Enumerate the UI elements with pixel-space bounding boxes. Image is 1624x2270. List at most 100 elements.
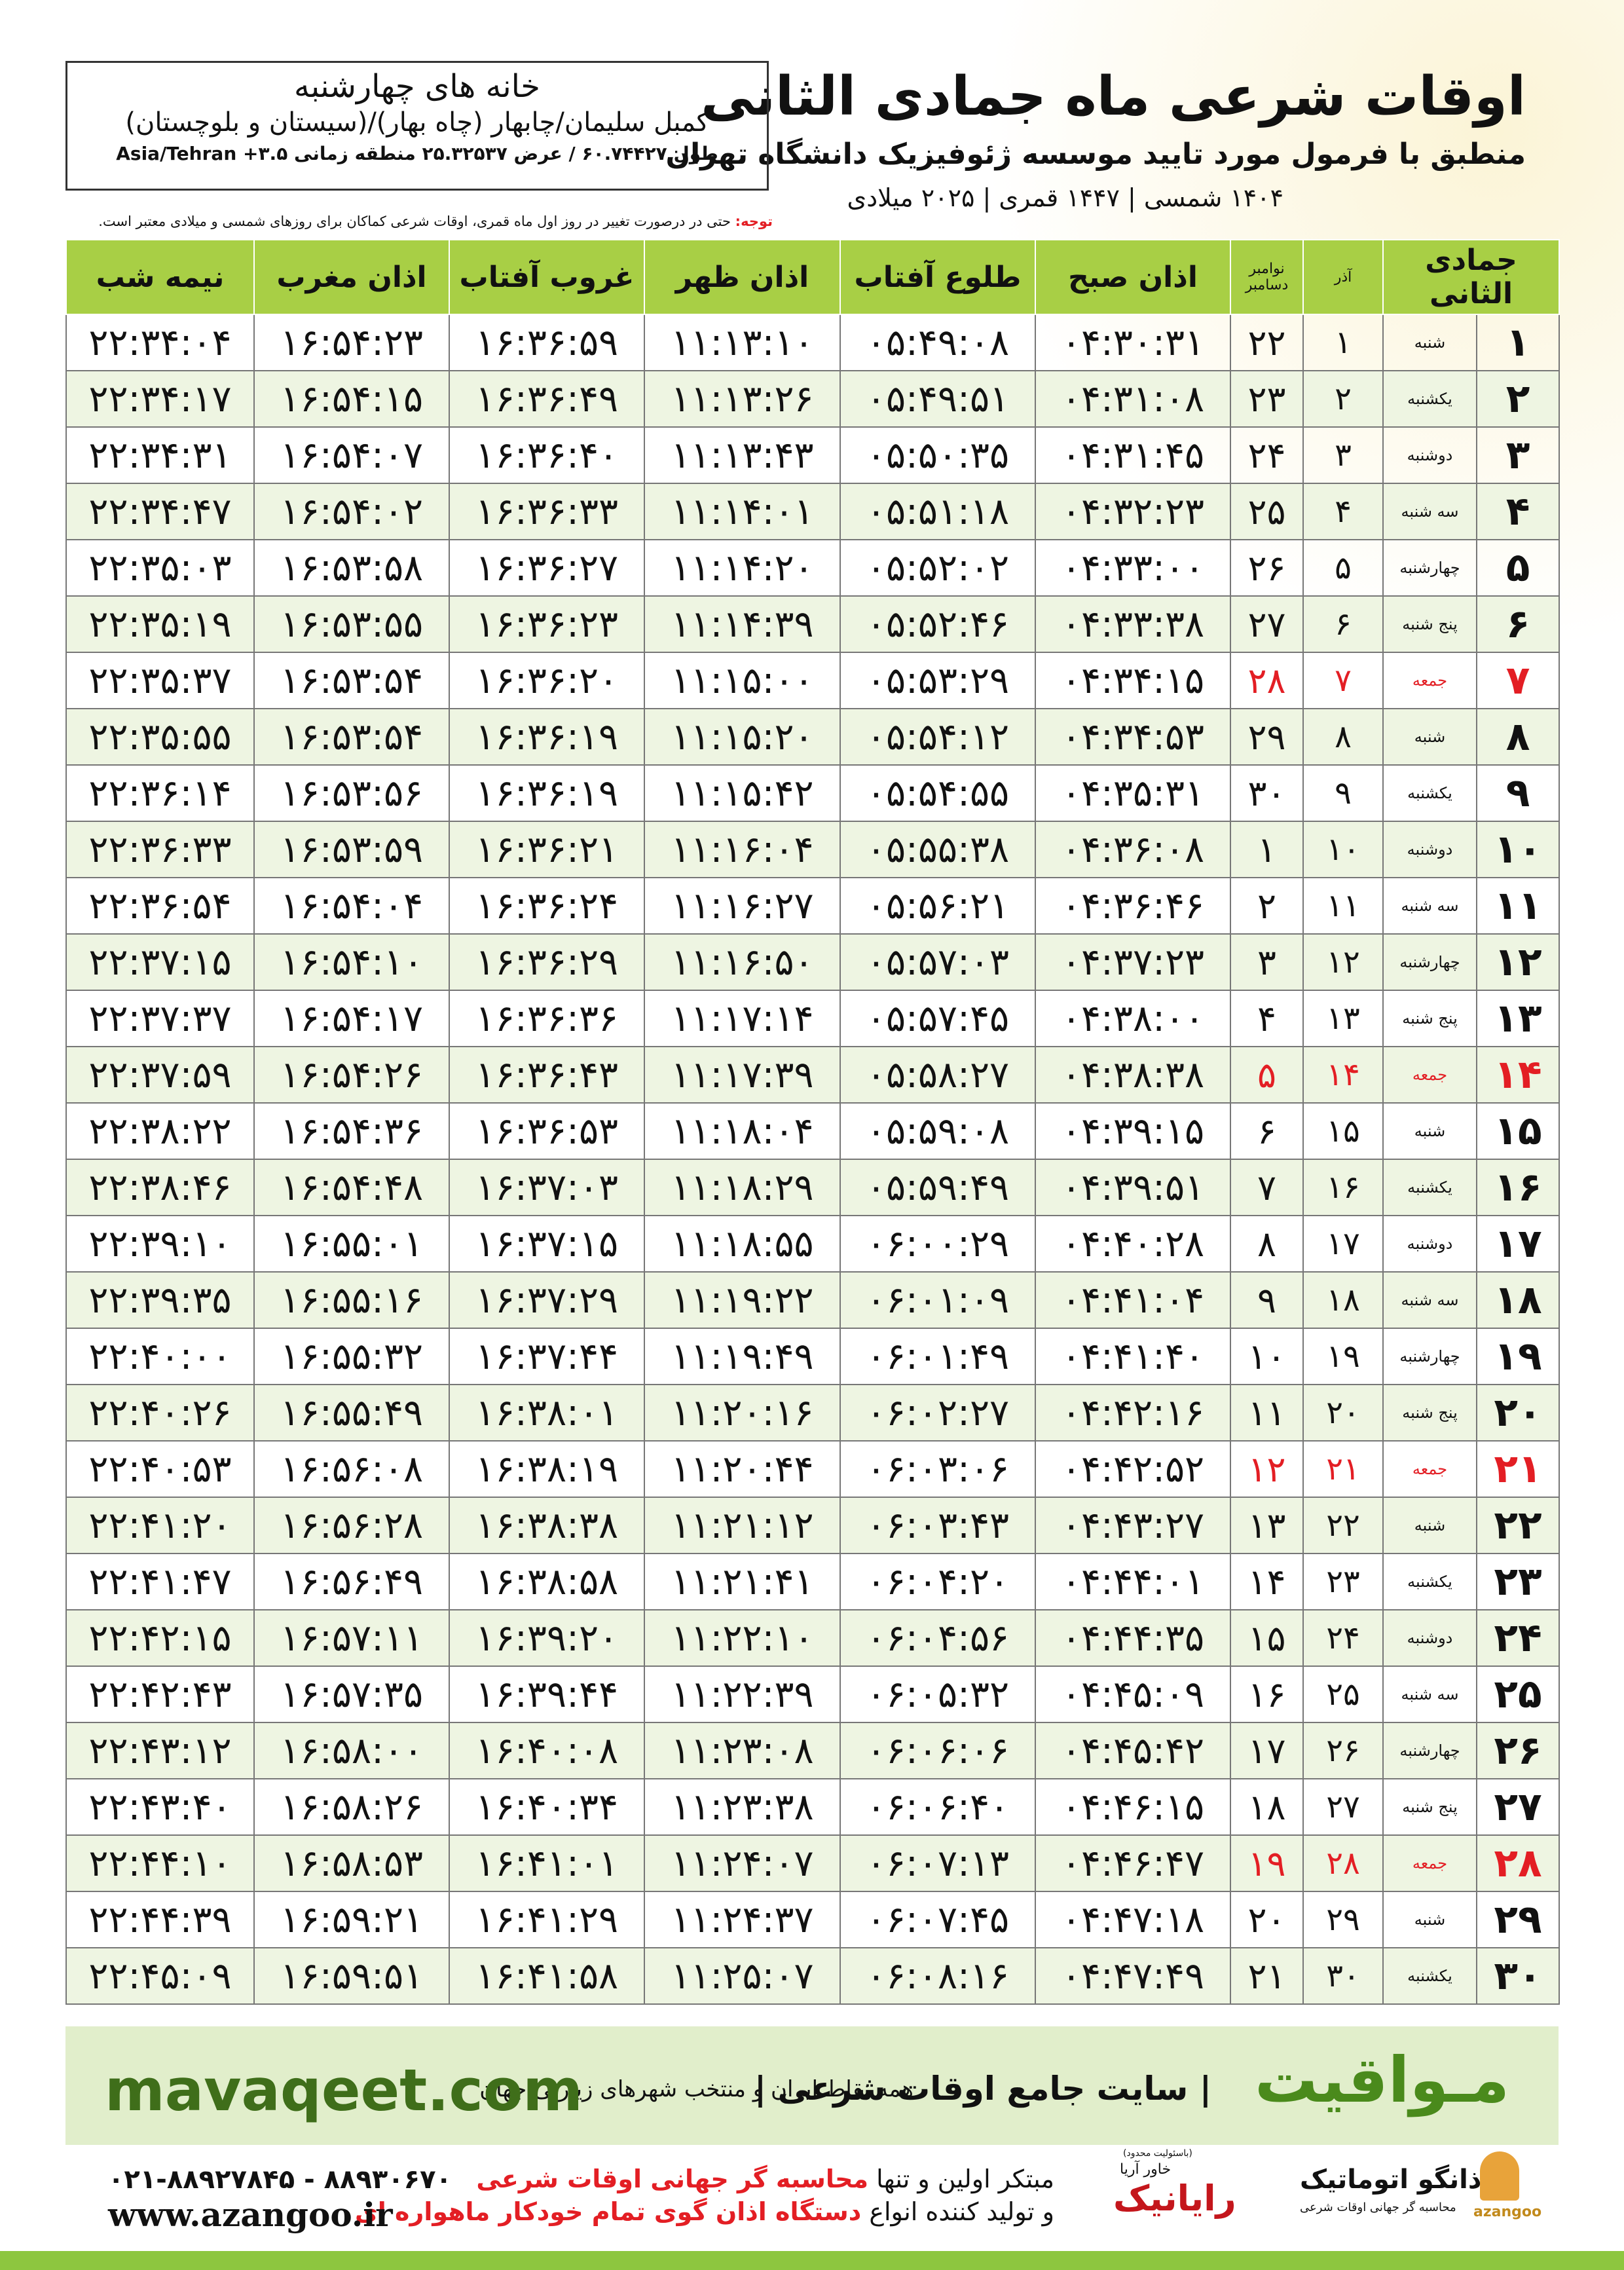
time-cell: ۱۶:۳۶:۴۳ <box>449 1046 645 1104</box>
date-cell: سه شنبه <box>1382 1665 1478 1723</box>
date-cell: سه شنبه <box>1382 483 1478 540</box>
time-cell: ۰۶:۰۳:۴۳ <box>840 1497 1036 1554</box>
logo-sub: خاور آریا <box>1120 2161 1172 2178</box>
time-cell: ۲۲:۳۸:۲۲ <box>65 1102 255 1160</box>
time-cell: ۰۴:۳۸:۰۰ <box>1035 990 1231 1047</box>
date-cell: ۱۵ <box>1230 1609 1304 1667</box>
date-cell: جمعه <box>1382 1046 1478 1104</box>
date-cell: ۱۷ <box>1230 1722 1304 1779</box>
date-cell: یکشنبه <box>1382 764 1478 822</box>
table-row: ۱۴ جمعه ۱۴ ۵ ۰۴:۳۸:۳۸ ۰۵:۵۸:۲۷ ۱۱:۱۷:۳۹ ۱۶:۳۶:۴… <box>65 1046 1560 1104</box>
time-cell: ۲۲:۴۱:۴۷ <box>65 1553 255 1610</box>
time-cell: ۱۶:۳۶:۵۳ <box>449 1102 645 1160</box>
dates: ۱۴۰۴ شمسی | ۱۴۴۷ قمری | ۲۰۲۵ میلادی <box>847 183 1283 212</box>
date-cell: جمعه <box>1382 1440 1478 1498</box>
time-cell: ۱۶:۵۴:۱۵ <box>253 370 450 428</box>
prayer-table: جمادی الثانی آذر نوامبر دسامبر اذان صبح طلوع… <box>65 239 1560 2005</box>
date-cell: ۲۶ <box>1230 539 1304 597</box>
time-cell: ۰۴:۴۷:۴۹ <box>1035 1947 1231 2005</box>
time-cell: ۰۵:۵۹:۰۸ <box>840 1102 1036 1160</box>
time-cell: ۰۴:۴۳:۲۷ <box>1035 1497 1231 1554</box>
table-row: ۲۸ جمعه ۲۸ ۱۹ ۰۴:۴۶:۴۷ ۰۶:۰۷:۱۳ ۱۱:۲۴:۰۷ ۱۶:۴۱:… <box>65 1834 1560 1892</box>
date-cell: ۲ <box>1476 370 1560 428</box>
date-cell: شنبه <box>1382 1497 1478 1554</box>
date-cell: ۲۲ <box>1476 1497 1560 1554</box>
time-cell: ۱۶:۵۴:۰۲ <box>253 483 450 540</box>
date-cell: ۳۰ <box>1476 1947 1560 2005</box>
date-cell: ۱ <box>1476 314 1560 371</box>
time-cell: ۱۱:۱۸:۲۹ <box>644 1159 841 1216</box>
time-cell: ۱۱:۱۴:۲۰ <box>644 539 841 597</box>
time-cell: ۱۶:۵۶:۴۹ <box>253 1553 450 1610</box>
time-cell: ۱۱:۱۳:۱۰ <box>644 314 841 371</box>
time-cell: ۱۶:۵۸:۰۰ <box>253 1722 450 1779</box>
time-cell: ۱۶:۵۳:۵۵ <box>253 595 450 653</box>
date-cell: ۹ <box>1302 764 1384 822</box>
date-cell: ۶ <box>1230 1102 1304 1160</box>
subline: همه نقاط ایران و منتخب شهرهای زیارتی جها… <box>479 2076 913 2102</box>
time-cell: ۱۶:۳۶:۲۴ <box>449 877 645 935</box>
date-cell: ۵ <box>1302 539 1384 597</box>
time-cell: ۲۲:۳۴:۰۴ <box>65 314 255 371</box>
logo-note: (باسئولیت محدود) <box>1123 2148 1192 2159</box>
time-cell: ۱۱:۲۲:۱۰ <box>644 1609 841 1667</box>
logo: azangoo <box>1473 2204 1542 2220</box>
time-cell: ۱۱:۱۹:۲۲ <box>644 1271 841 1329</box>
date-cell: ۴ <box>1230 990 1304 1047</box>
date-cell: ۲۹ <box>1476 1891 1560 1948</box>
date-cell: ۹ <box>1230 1271 1304 1329</box>
time-cell: ۰۶:۰۳:۰۶ <box>840 1440 1036 1498</box>
column-header: نیمه شب <box>65 239 255 315</box>
date-cell: ۱۱ <box>1476 877 1560 935</box>
date-cell: ۱۹ <box>1302 1328 1384 1385</box>
date-cell: ۲۱ <box>1302 1440 1384 1498</box>
subtitle: منطبق با فرمول مورد تایید موسسه ژئوفیزیک… <box>665 138 1526 171</box>
time-cell: ۱۶:۳۸:۵۸ <box>449 1553 645 1610</box>
time-cell: ۰۴:۳۵:۳۱ <box>1035 764 1231 822</box>
time-cell: ۰۶:۰۶:۰۶ <box>840 1722 1036 1779</box>
time-cell: ۰۴:۳۴:۵۳ <box>1035 708 1231 766</box>
time-cell: ۰۴:۳۷:۲۳ <box>1035 933 1231 991</box>
time-cell: ۰۴:۴۲:۵۲ <box>1035 1440 1231 1498</box>
column-header: جمادی الثانی <box>1382 239 1560 315</box>
time-cell: ۱۶:۵۴:۰۷ <box>253 426 450 484</box>
time-cell: ۰۴:۳۶:۴۶ <box>1035 877 1231 935</box>
note: توجه: حتی در درصورت تغییر در روز اول ماه… <box>65 214 773 229</box>
date-cell: ۵ <box>1476 539 1560 597</box>
time-cell: ۲۲:۳۵:۳۷ <box>65 652 255 709</box>
date-cell: پنج شنبه <box>1382 595 1478 653</box>
time-cell: ۱۶:۵۳:۵۸ <box>253 539 450 597</box>
table-row: ۲۷ پنج شنبه ۲۷ ۱۸ ۰۴:۴۶:۱۵ ۰۶:۰۶:۴۰ ۱۱:۲۳:۳۸ ۱۶… <box>65 1778 1560 1836</box>
time-cell: ۰۴:۴۰:۲۸ <box>1035 1215 1231 1273</box>
date-cell: شنبه <box>1382 708 1478 766</box>
date-cell: ۲۰ <box>1302 1384 1384 1442</box>
date-cell: ۲۵ <box>1230 483 1304 540</box>
time-cell: ۲۲:۳۷:۱۵ <box>65 933 255 991</box>
time-cell: ۰۵:۵۷:۰۳ <box>840 933 1036 991</box>
time-cell: ۱۶:۳۸:۰۱ <box>449 1384 645 1442</box>
table-row: ۷ جمعه ۷ ۲۸ ۰۴:۳۴:۱۵ ۰۵:۵۳:۲۹ ۱۱:۱۵:۰۰ ۱۶:۳۶:۲۰… <box>65 652 1560 709</box>
time-cell: ۱۶:۵۶:۲۸ <box>253 1497 450 1554</box>
time-cell: ۱۱:۱۷:۳۹ <box>644 1046 841 1104</box>
date-cell: ۲۸ <box>1302 1834 1384 1892</box>
time-cell: ۱۱:۲۴:۰۷ <box>644 1834 841 1892</box>
time-cell: ۱۱:۱۶:۲۷ <box>644 877 841 935</box>
time-cell: ۲۲:۳۵:۱۹ <box>65 595 255 653</box>
date-cell: ۲۱ <box>1476 1440 1560 1498</box>
date-cell: ۱۴ <box>1476 1046 1560 1104</box>
time-cell: ۱۶:۳۹:۴۴ <box>449 1665 645 1723</box>
date-cell: ۱۹ <box>1230 1834 1304 1892</box>
date-cell: چهارشنبه <box>1382 1328 1478 1385</box>
date-cell: ۱۹ <box>1476 1328 1560 1385</box>
time-cell: ۰۵:۵۰:۳۵ <box>840 426 1036 484</box>
time-cell: ۰۵:۵۸:۲۷ <box>840 1046 1036 1104</box>
time-cell: ۱۶:۵۴:۴۸ <box>253 1159 450 1216</box>
date-cell: ۲۶ <box>1476 1722 1560 1779</box>
table-row: ۸ شنبه ۸ ۲۹ ۰۴:۳۴:۵۳ ۰۵:۵۴:۱۲ ۱۱:۱۵:۲۰ ۱۶:۳۶:۱۹… <box>65 708 1560 766</box>
time-cell: ۰۴:۳۶:۰۸ <box>1035 821 1231 878</box>
date-cell: یکشنبه <box>1382 1947 1478 2005</box>
date-cell: ۱۰ <box>1230 1328 1304 1385</box>
column-header: اذان ظهر <box>644 239 841 315</box>
column-header: اذان صبح <box>1035 239 1231 315</box>
time-cell: ۱۶:۵۶:۰۸ <box>253 1440 450 1498</box>
